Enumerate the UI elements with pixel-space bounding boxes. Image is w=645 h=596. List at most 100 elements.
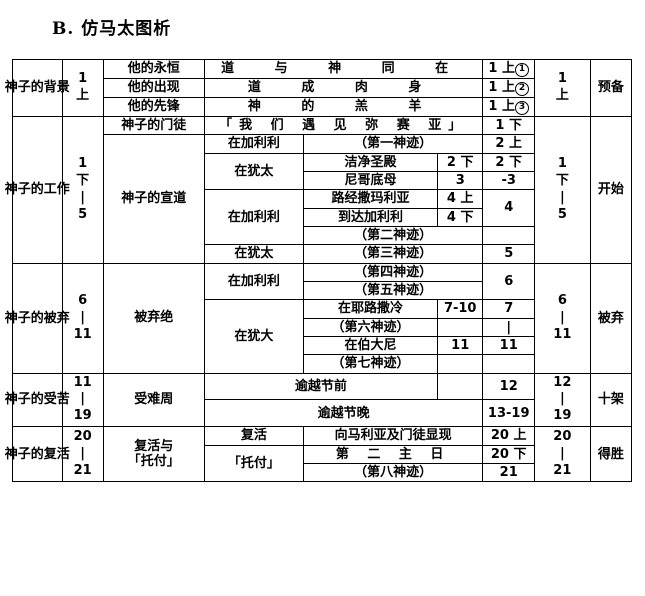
table-row: （第六神迹） |	[13, 317, 632, 337]
chapter-line: |	[80, 189, 86, 205]
span-line: 5	[557, 206, 567, 222]
chapter-line: |	[80, 309, 86, 325]
cell-ref-21: 21	[482, 462, 535, 483]
cell-sub-resurrection: 复活	[203, 426, 304, 446]
cell-item-eighth-miracle: （第八神迹）	[302, 462, 484, 483]
cell-item-sixth-miracle: （第六神迹）	[302, 317, 439, 337]
cell-ref-bar: |	[482, 317, 535, 337]
table-row: 在犹太 （第三神迹） 5	[13, 244, 632, 264]
table-row: 在加利利 路经撒玛利亚 4 上 4	[13, 189, 632, 246]
stage-label: 开始	[597, 182, 624, 198]
cell-theme-work: 神子的 工作	[5, 116, 70, 264]
cell-stage-beginning: 开始	[589, 116, 633, 264]
cell-item-passover-evening: 逾越节晚	[203, 399, 484, 428]
table-row: 在犹太 洁净圣殿 2 下 2 下	[13, 152, 632, 191]
table-row: 神子的 复活 20 | 21 复活与 「托付」 复活 向马利亚及门徒显现 20 …	[5, 426, 633, 483]
span-line: 1	[557, 71, 567, 87]
table-row: （第二神迹）	[13, 225, 632, 246]
cell-event-word-with-god: 道 与 神 同 在	[203, 59, 484, 79]
cell-ref-11: 11	[482, 335, 535, 356]
cell-ref-12: 12	[482, 372, 535, 401]
cell-item-second-miracle: （第二神迹）	[302, 225, 484, 246]
cell-item-appear-to-mary: 向马利亚及门徒显现	[302, 426, 484, 446]
span-line: 19	[553, 408, 572, 424]
circled-three-icon: 3	[515, 101, 529, 115]
span-line: |	[559, 445, 565, 461]
span-line: 6	[557, 292, 567, 308]
table-row: 神子的 被弃 6 | 11 被弃绝 在加利利 （第四神迹） 6 6 | 11 被…	[5, 262, 633, 374]
cell-span-chapter-20-21: 20 | 21	[534, 426, 591, 483]
theme-col-a: 神子的	[4, 392, 44, 408]
cell-item-fourth-miracle: （第四神迹）	[302, 262, 484, 282]
span-line: |	[559, 309, 565, 325]
cell-item-in-bethany: 在伯大尼	[302, 335, 439, 356]
table-row: 尼哥底母 3 -3	[13, 170, 632, 191]
cell-verse-blank-2	[436, 354, 484, 374]
span-line: |	[559, 391, 565, 407]
cell-group-resurrection-commission: 复活与 「托付」	[102, 426, 205, 483]
cell-span-chapter-1shang: 1 上	[534, 59, 591, 117]
cell-verse-blank-1	[436, 317, 484, 337]
cell-event-we-found-messiah: 「我 们 遇 见 弥 赛 亚」	[203, 115, 484, 136]
cell-item-cleansing-temple: 洁净圣殿	[302, 152, 439, 172]
cell-item-third-miracle: （第三神迹）	[302, 244, 484, 264]
cell-ref-5: 5	[482, 244, 535, 264]
cell-event-word-made-flesh: 道 成 肉 身	[203, 78, 484, 98]
chapter-line: 6	[78, 292, 88, 308]
cell-verse-2xia: 2 下	[436, 152, 484, 172]
stage-label: 十架	[597, 392, 624, 408]
table-row: 逾越节晚 13-19	[13, 399, 632, 428]
chapter-line: 5	[78, 206, 88, 222]
theme-col-b: 背景	[43, 80, 70, 96]
span-line: 12	[553, 374, 572, 390]
cell-item-seventh-miracle: （第七神迹）	[302, 354, 439, 374]
cell-theme-background: 神子的 背景	[5, 59, 70, 117]
table-row: 神子的宣道 在加利利 （第一神迹） 2 上	[13, 134, 632, 264]
cell-ref-minus3: -3	[482, 170, 535, 191]
cell-place-galilee-3: 在加利利	[203, 262, 304, 301]
cell-stage-rejected: 被弃	[589, 262, 633, 374]
cell-verse-11: 11	[436, 335, 484, 356]
table-row: （第七神迹）	[13, 354, 632, 374]
theme-col-a: 神子的	[4, 182, 44, 198]
theme-col-b: 工作	[43, 182, 70, 198]
cell-group-preaching: 神子的宣道	[102, 134, 205, 264]
cell-verse-4xia: 4 下	[436, 207, 484, 227]
cell-group-eternity: 他的永恒	[102, 59, 205, 79]
cell-ref-2shang: 2 上	[482, 134, 535, 154]
cell-item-in-jerusalem: 在耶路撒冷	[302, 299, 439, 319]
circled-one-icon: 1	[515, 63, 529, 77]
cell-sub-commission: 「托付」	[203, 444, 304, 483]
span-line: 上	[555, 88, 569, 103]
table-row: （第八神迹） 21	[13, 462, 632, 483]
chapter-line: 下	[76, 172, 90, 188]
cell-place-judea-2: 在犹太	[203, 244, 304, 264]
chapter-line: 20	[73, 428, 92, 444]
cell-chapter-6-11: 6 | 11	[61, 262, 104, 374]
cell-place-galilee-1: 在加利利	[203, 134, 304, 154]
stage-label: 预备	[597, 80, 624, 96]
chapter-line: 1	[78, 71, 88, 87]
cell-ref-blank-2	[482, 354, 535, 374]
cell-stage-victory: 得胜	[589, 426, 633, 483]
theme-col-b: 被弃	[43, 310, 70, 326]
chapter-line: 11	[73, 374, 92, 390]
chapter-line: 11	[73, 326, 92, 342]
cell-item-first-miracle: （第一神迹）	[302, 134, 484, 154]
cell-chapter-1shang: 1 上	[61, 59, 104, 117]
cell-ref-20shang: 20 上	[482, 426, 535, 446]
cell-theme-rejection: 神子的 被弃	[5, 262, 70, 374]
stage-label: 被弃	[597, 310, 624, 326]
cell-verse-4shang: 4 上	[436, 189, 484, 209]
chapter-line: 1	[78, 156, 88, 172]
page-title: B. 仿马太图析	[52, 19, 172, 39]
group-line: 「托付」	[127, 454, 180, 470]
cell-theme-resurrection: 神子的 复活	[5, 426, 70, 483]
table-row: 在伯大尼 11 11	[13, 335, 632, 356]
cell-ref-2xia: 2 下	[482, 152, 535, 172]
